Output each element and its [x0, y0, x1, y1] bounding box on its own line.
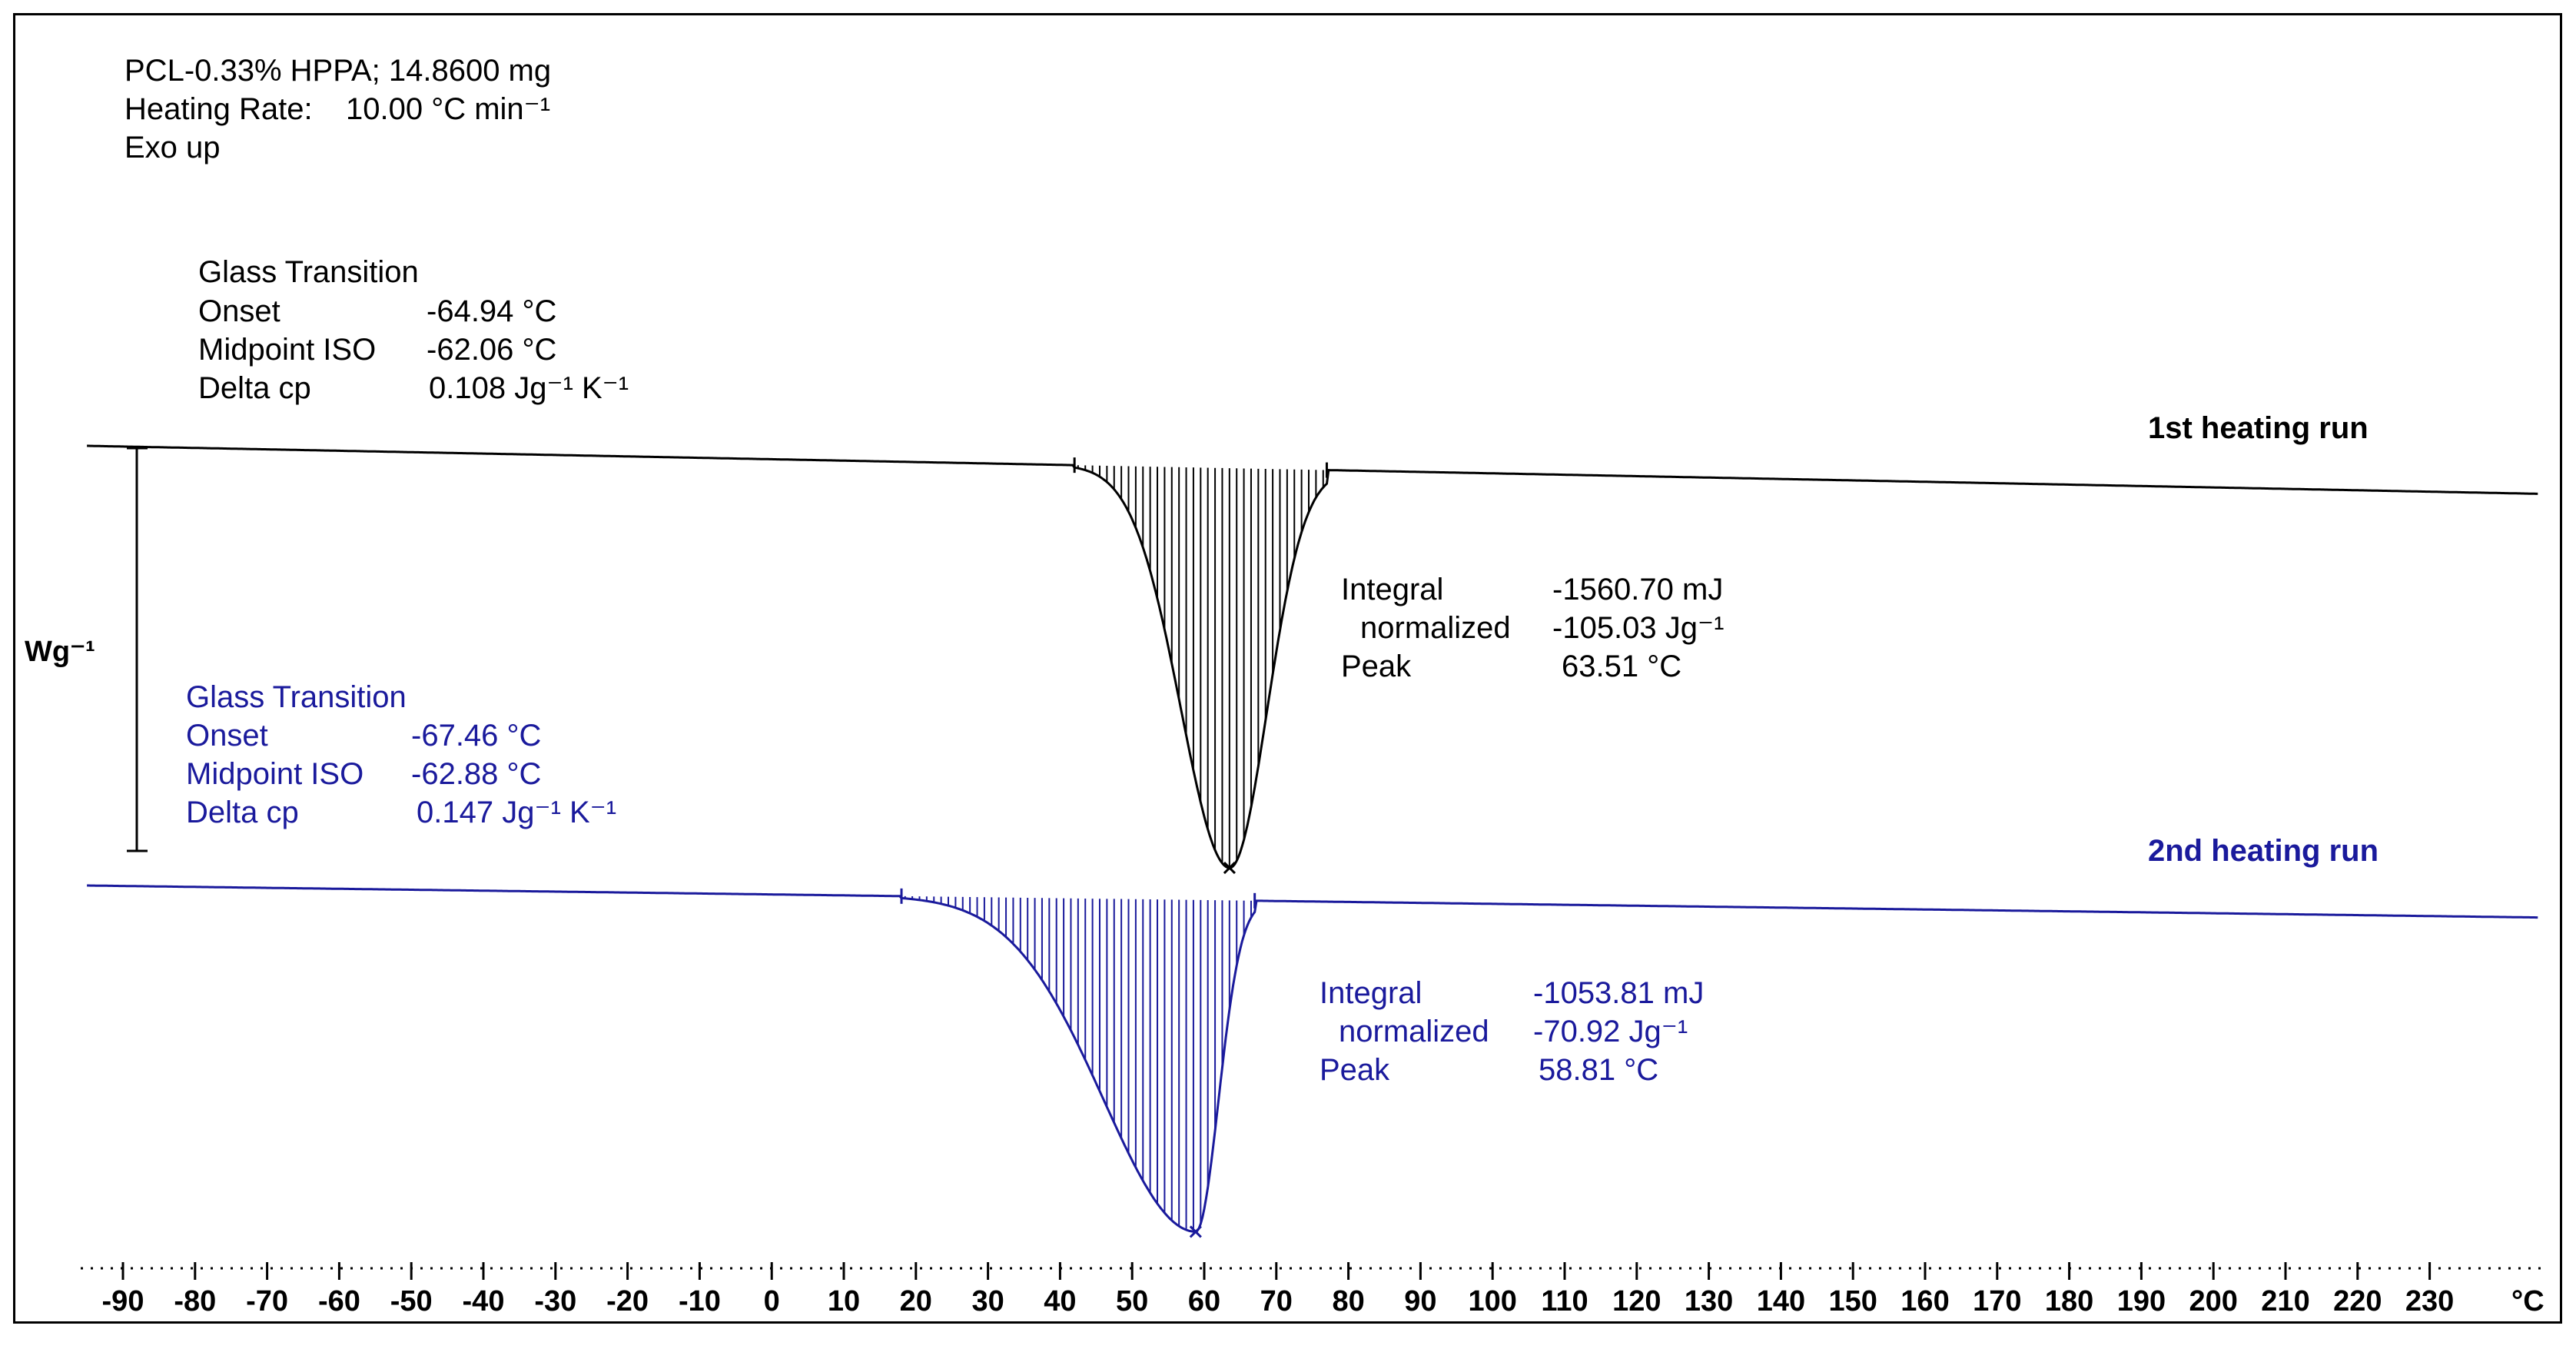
- curves-layer: [87, 444, 2538, 1238]
- x-tick-label: 180: [2045, 1285, 2093, 1317]
- run2-peak-label: Peak: [1320, 1053, 1390, 1087]
- run2-integral-value: -1053.81 mJ: [1533, 976, 1704, 1010]
- x-tick-label: 210: [2261, 1285, 2309, 1317]
- run2-midpoint-value: -62.88 °C: [411, 757, 541, 791]
- x-tick-label: 230: [2405, 1285, 2454, 1317]
- peak-marker-2: [1189, 1225, 1202, 1238]
- run1-midpoint-label: Midpoint ISO: [198, 333, 376, 367]
- run1-peak-label: Peak: [1341, 650, 1412, 683]
- run2-onset-label: Onset: [186, 719, 268, 753]
- run1-onset-label: Onset: [198, 294, 281, 328]
- series-line-1: [87, 444, 2538, 869]
- x-axis-ticks: -90 -80 -70 -60 -50 -40 -30 -20 -10 0 10 20 30 40 50 60…: [102, 1262, 2454, 1317]
- x-tick-label: 200: [2189, 1285, 2237, 1317]
- x-axis-unit: °C: [2511, 1285, 2544, 1317]
- x-tick-label: 50: [1116, 1285, 1148, 1317]
- x-tick-label: 10: [828, 1285, 860, 1317]
- run2-normalized-value: -70.92 Jg⁻¹: [1533, 1015, 1688, 1048]
- x-tick-label: -20: [606, 1285, 649, 1317]
- run2-normalized-label: normalized: [1339, 1015, 1489, 1048]
- run2-onset-value: -67.46 °C: [411, 719, 541, 753]
- x-tick-label: 110: [1541, 1285, 1588, 1317]
- run1-gt-title: Glass Transition: [198, 255, 419, 289]
- peak-marker-1: [1223, 862, 1236, 875]
- x-tick-label: -60: [318, 1285, 360, 1317]
- x-axis: -90 -80 -70 -60 -50 -40 -30 -20 -10 0 10 20 30 40 50 60…: [81, 1262, 2544, 1317]
- dsc-thermogram: PCL-0.33% HPPA; 14.8600 mg Heating Rate:…: [25, 54, 2544, 1317]
- x-tick-label: -70: [246, 1285, 288, 1317]
- x-tick-label: 80: [1332, 1285, 1364, 1317]
- run1-integral: Integral -1560.70 mJ normalized -105.03 …: [1341, 573, 1724, 683]
- run2-deltacp-label: Delta cp: [186, 796, 299, 829]
- run1-glass-transition: Glass Transition Onset -64.94 °C Midpoin…: [198, 255, 629, 405]
- x-tick-label: -90: [102, 1285, 144, 1317]
- x-tick-label: 20: [900, 1285, 932, 1317]
- heating-rate-label: Heating Rate:: [124, 92, 313, 126]
- x-tick-label: -10: [679, 1285, 721, 1317]
- x-tick-label: 220: [2333, 1285, 2382, 1317]
- x-tick-label: 0: [764, 1285, 780, 1317]
- x-tick-label: -30: [534, 1285, 576, 1317]
- run2-midpoint-label: Midpoint ISO: [186, 757, 363, 791]
- run2-peak-value: 58.81 °C: [1539, 1053, 1658, 1087]
- x-tick-label: 40: [1044, 1285, 1076, 1317]
- run1-normalized-value: -105.03 Jg⁻¹: [1552, 611, 1724, 645]
- x-tick-label: 100: [1468, 1285, 1516, 1317]
- x-tick-label: 190: [2117, 1285, 2166, 1317]
- x-tick-label: 60: [1188, 1285, 1220, 1317]
- x-tick-label: 130: [1685, 1285, 1733, 1317]
- x-tick-label: -80: [174, 1285, 216, 1317]
- sample-label: PCL-0.33% HPPA; 14.8600 mg: [124, 54, 551, 88]
- run2-integral-label: Integral: [1320, 976, 1422, 1010]
- x-tick-label: 140: [1757, 1285, 1805, 1317]
- x-tick-label: 30: [971, 1285, 1004, 1317]
- run2-gt-title: Glass Transition: [186, 680, 407, 714]
- run2-glass-transition: Glass Transition Onset -67.46 °C Midpoin…: [186, 680, 616, 829]
- x-tick-label: 120: [1612, 1285, 1661, 1317]
- exo-direction: Exo up: [124, 131, 221, 164]
- x-tick-label: -50: [390, 1285, 433, 1317]
- run1-onset-value: -64.94 °C: [427, 294, 556, 328]
- run1-midpoint-value: -62.06 °C: [427, 333, 556, 367]
- x-tick-label: 170: [1973, 1285, 2021, 1317]
- x-tick-label: -40: [463, 1285, 505, 1317]
- x-tick-label: 150: [1828, 1285, 1877, 1317]
- run2-label: 2nd heating run: [2148, 834, 2378, 868]
- run1-integral-label: Integral: [1341, 573, 1443, 606]
- run2-deltacp-value: 0.147 Jg⁻¹ K⁻¹: [417, 796, 616, 829]
- series-line-2: [87, 884, 2538, 1233]
- run1-integral-value: -1560.70 mJ: [1552, 573, 1723, 606]
- x-tick-label: 90: [1404, 1285, 1436, 1317]
- x-tick-label: 160: [1900, 1285, 1949, 1317]
- heating-rate-value: 10.00 °C min⁻¹: [346, 92, 550, 126]
- run1-normalized-label: normalized: [1360, 611, 1511, 645]
- run1-label: 1st heating run: [2148, 411, 2369, 445]
- run2-integral: Integral -1053.81 mJ normalized -70.92 J…: [1320, 976, 1704, 1087]
- x-tick-label: 70: [1260, 1285, 1293, 1317]
- run1-peak-value: 63.51 °C: [1562, 650, 1681, 683]
- run1-deltacp-label: Delta cp: [198, 371, 311, 405]
- y-axis-label: Wg⁻¹: [25, 636, 95, 668]
- chart-frame: PCL-0.33% HPPA; 14.8600 mg Heating Rate:…: [13, 13, 2562, 1324]
- run1-deltacp-value: 0.108 Jg⁻¹ K⁻¹: [429, 371, 629, 405]
